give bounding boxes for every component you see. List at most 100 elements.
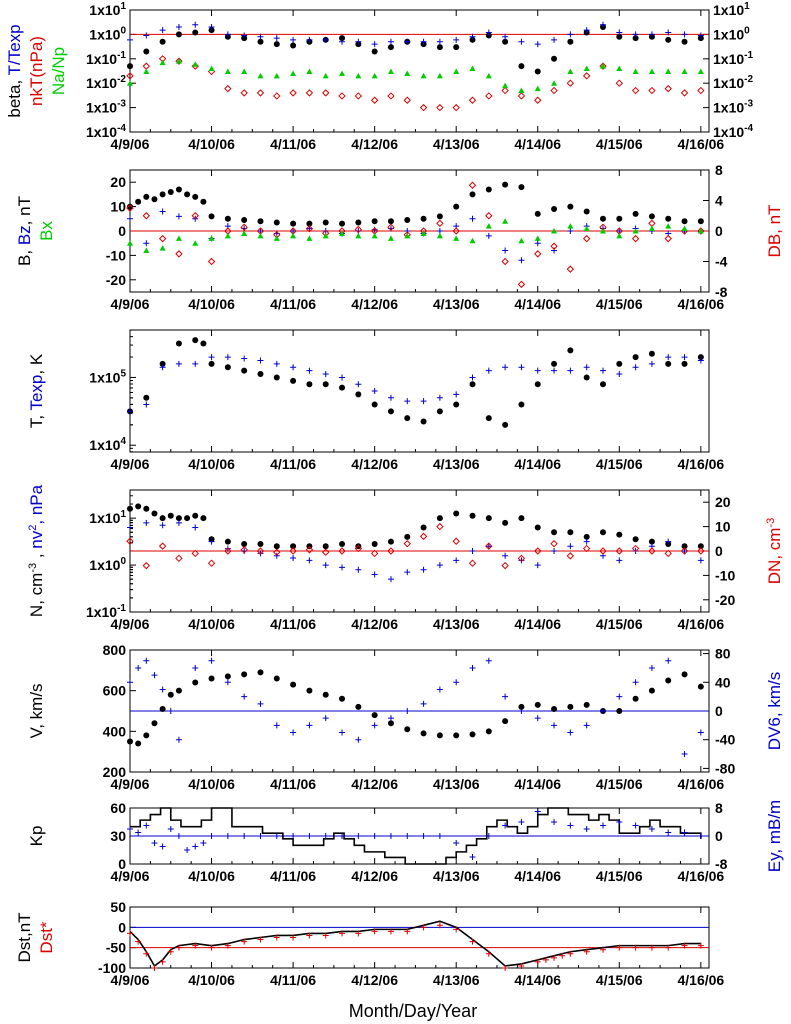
data-point: [290, 681, 297, 688]
data-point: [534, 240, 541, 247]
data-point: [551, 206, 558, 213]
data-point: [566, 79, 575, 87]
data-point: [550, 242, 558, 250]
date-label: 4/13/06: [433, 616, 480, 632]
data-point: [306, 36, 313, 43]
data-point: [371, 388, 378, 394]
data-point: [551, 55, 558, 62]
data-point: [273, 833, 280, 839]
data-point: [697, 354, 704, 361]
y-tick-label-right: 0: [715, 543, 723, 559]
data-point: [151, 840, 158, 846]
y-tick-label: 0: [118, 856, 126, 872]
data-point: [256, 547, 265, 555]
data-point: [371, 712, 378, 719]
data-point: [697, 683, 704, 690]
y-tick-label-right: 80: [715, 646, 731, 662]
data-point: [697, 218, 704, 225]
data-point: [599, 228, 606, 234]
data-point: [697, 547, 705, 555]
date-label: 4/15/06: [596, 616, 643, 632]
data-point: [127, 63, 133, 70]
data-point: [502, 247, 509, 254]
data-point: [339, 384, 346, 391]
y-tick-label-right: 1x10-1: [713, 50, 753, 67]
data-point: [697, 729, 704, 736]
data-point: [240, 89, 248, 97]
date-label: 4/11/06: [270, 296, 316, 312]
data-point: [648, 31, 655, 38]
data-point: [175, 554, 183, 563]
data-point: [257, 700, 264, 707]
data-point: [404, 217, 411, 224]
data-point: [290, 543, 297, 550]
date-label: 4/12/06: [351, 136, 398, 152]
data-point: [290, 42, 297, 49]
data-point: [567, 822, 574, 829]
data-point: [404, 70, 411, 76]
data-point: [599, 21, 606, 28]
data-point: [224, 833, 231, 839]
data-point: [167, 826, 174, 832]
date-label: 4/16/06: [677, 296, 724, 312]
data-point: [436, 686, 443, 693]
data-point: [355, 72, 362, 79]
data-point: [697, 228, 704, 234]
date-label: 4/15/06: [596, 972, 643, 988]
date-label: 4/11/06: [270, 456, 316, 472]
y-tick-label-right: 0: [715, 828, 723, 844]
data-point: [192, 360, 199, 367]
data-point: [224, 547, 232, 555]
data-point: [387, 38, 394, 45]
data-point: [339, 930, 346, 937]
data-point: [290, 555, 297, 562]
data-point: [697, 557, 704, 564]
data-point: [241, 355, 248, 362]
data-point: [681, 38, 688, 45]
data-point: [175, 250, 183, 258]
data-point: [420, 730, 427, 737]
data-point: [648, 664, 655, 671]
y-tick-label: 1x100: [89, 25, 126, 42]
y-tick-label: -20: [106, 272, 126, 288]
data-point: [518, 962, 525, 969]
data-point: [469, 36, 476, 43]
date-label: 4/14/06: [514, 776, 561, 792]
data-point: [159, 364, 166, 371]
data-point: [127, 215, 133, 222]
data-point: [468, 96, 477, 104]
data-point: [289, 89, 297, 97]
y-axis-title-right: DN, cm-3: [765, 518, 784, 584]
data-point: [339, 540, 346, 547]
data-point: [485, 728, 492, 735]
data-point: [127, 203, 133, 210]
data-point: [680, 89, 689, 97]
y-tick-label: -10: [106, 247, 126, 263]
data-point: [616, 819, 623, 825]
data-point: [534, 958, 541, 965]
data-point: [631, 86, 640, 95]
y-tick-label: 0: [118, 223, 126, 239]
data-point: [371, 540, 378, 547]
data-point: [200, 840, 207, 846]
data-point: [305, 89, 314, 97]
date-label: 4/13/06: [433, 776, 480, 792]
data-point: [599, 62, 607, 70]
data-point: [306, 833, 313, 839]
data-point: [567, 703, 574, 710]
data-point: [452, 103, 460, 112]
data-point: [648, 86, 656, 95]
data-point: [273, 548, 281, 556]
y-axis-title: T, Texp, K: [27, 353, 46, 428]
y-axis-title: B, Bz, nT: [15, 196, 34, 266]
series-bx: [127, 218, 704, 254]
data-point: [468, 559, 477, 567]
data-point: [257, 72, 264, 79]
data-point: [453, 840, 460, 846]
data-point: [420, 524, 427, 531]
data-point: [681, 543, 688, 550]
data-point: [387, 394, 394, 401]
data-point: [192, 679, 199, 686]
data-point: [159, 191, 166, 198]
data-point: [339, 70, 346, 76]
